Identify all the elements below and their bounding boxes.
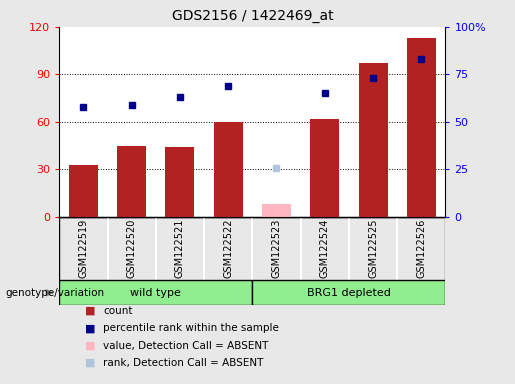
Bar bbox=[69, 165, 98, 217]
Text: ■: ■ bbox=[85, 323, 95, 333]
Bar bbox=[407, 38, 436, 217]
Title: GDS2156 / 1422469_at: GDS2156 / 1422469_at bbox=[171, 9, 333, 23]
Text: GSM122524: GSM122524 bbox=[320, 219, 330, 278]
Text: rank, Detection Call = ABSENT: rank, Detection Call = ABSENT bbox=[103, 358, 263, 368]
Text: genotype/variation: genotype/variation bbox=[5, 288, 104, 298]
Text: ■: ■ bbox=[85, 306, 95, 316]
Bar bbox=[214, 122, 243, 217]
Text: GSM122523: GSM122523 bbox=[271, 219, 282, 278]
Text: ■: ■ bbox=[85, 358, 95, 368]
Text: BRG1 depleted: BRG1 depleted bbox=[307, 288, 391, 298]
Text: GSM122522: GSM122522 bbox=[223, 219, 233, 278]
Text: GSM122526: GSM122526 bbox=[416, 219, 426, 278]
Text: wild type: wild type bbox=[130, 288, 181, 298]
Bar bbox=[358, 63, 388, 217]
Bar bbox=[310, 119, 339, 217]
Bar bbox=[262, 204, 291, 217]
Text: value, Detection Call = ABSENT: value, Detection Call = ABSENT bbox=[103, 341, 268, 351]
Bar bbox=[59, 280, 252, 305]
Bar bbox=[252, 280, 445, 305]
Text: ■: ■ bbox=[85, 341, 95, 351]
Text: count: count bbox=[103, 306, 132, 316]
Text: GSM122519: GSM122519 bbox=[78, 219, 89, 278]
Text: GSM122525: GSM122525 bbox=[368, 219, 378, 278]
Text: GSM122520: GSM122520 bbox=[127, 219, 136, 278]
Bar bbox=[165, 147, 194, 217]
Text: percentile rank within the sample: percentile rank within the sample bbox=[103, 323, 279, 333]
Text: GSM122521: GSM122521 bbox=[175, 219, 185, 278]
Bar bbox=[117, 146, 146, 217]
